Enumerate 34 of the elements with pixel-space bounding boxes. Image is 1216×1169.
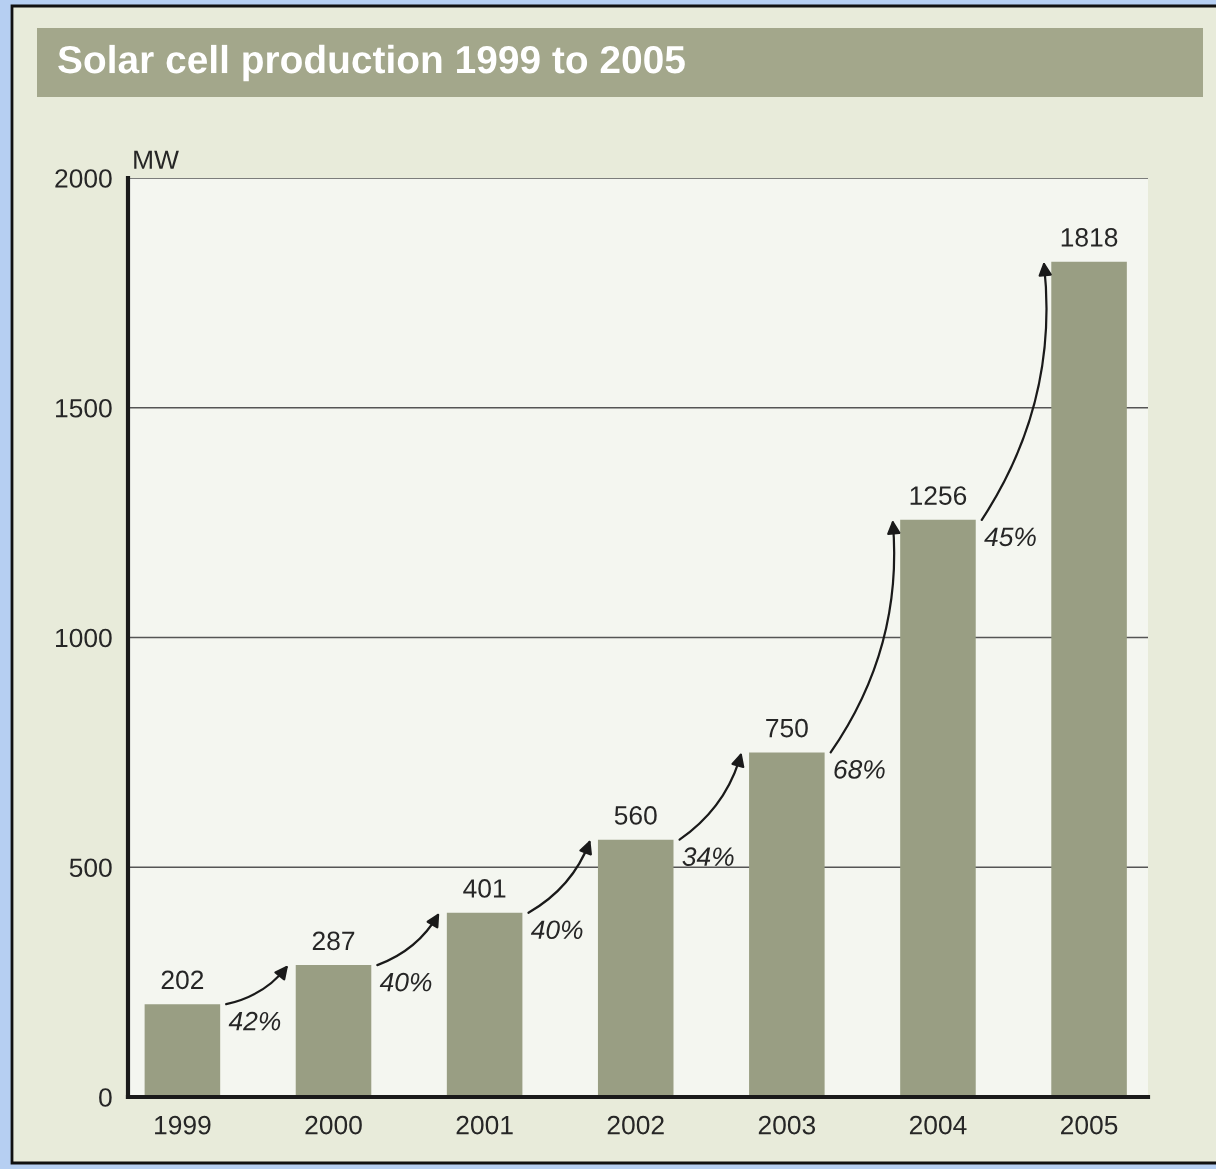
- x-tick-label: 2002: [607, 1115, 664, 1135]
- x-tick-label: 2001: [456, 1115, 513, 1135]
- data-label: 1818: [1061, 228, 1118, 247]
- data-label: 202: [161, 970, 204, 990]
- data-label: 401: [463, 879, 506, 898]
- annotation: 40%: [379, 972, 432, 992]
- chart-title: Solar cell production 1999 to 2005: [58, 44, 685, 82]
- y-tick-label: 1000: [56, 628, 112, 648]
- data-label: 750: [766, 718, 808, 738]
- annotation: 68%: [834, 760, 885, 779]
- y-tick-label: 2000: [55, 169, 112, 188]
- annotation: 45%: [984, 527, 1036, 547]
- x-tick-label: 1999: [155, 1115, 211, 1135]
- annotation: 34%: [682, 847, 734, 867]
- bar: [446, 912, 523, 1097]
- bar: [900, 519, 976, 1097]
- bar: [1051, 261, 1127, 1097]
- bar: [295, 965, 372, 1097]
- y-axis-title: MW: [134, 150, 179, 169]
- x-tick-label: 2004: [909, 1115, 967, 1135]
- x-tick-label: 2005: [1061, 1115, 1118, 1135]
- bar: [749, 752, 825, 1097]
- x-tick-label: 2003: [758, 1115, 816, 1135]
- x-tick-label: 2000: [305, 1115, 362, 1135]
- y-tick-label: 1500: [56, 398, 112, 418]
- annotation: 40%: [530, 920, 583, 940]
- data-label: 560: [614, 806, 657, 825]
- data-label: 1256: [910, 486, 967, 505]
- bar: [597, 839, 674, 1097]
- annotation: 42%: [228, 1011, 281, 1031]
- y-tick-label: 500: [69, 858, 112, 878]
- y-tick-label: 0: [99, 1088, 112, 1107]
- bar: [144, 1004, 221, 1097]
- data-label: 287: [312, 931, 355, 951]
